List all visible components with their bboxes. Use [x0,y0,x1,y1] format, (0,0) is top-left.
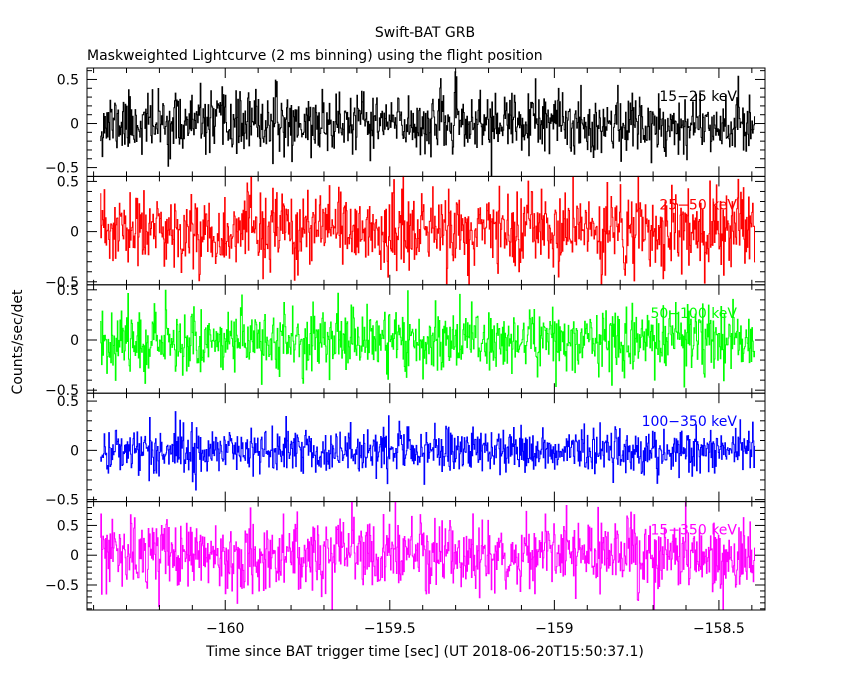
panel-frame-5 [86,501,766,611]
x-tick-label: −159.5 [364,621,416,637]
y-tick-label: 0.5 [57,72,79,88]
x-tick-label: −158.5 [693,621,745,637]
y-tick-label: 0.5 [57,174,79,190]
y-tick-label: 0 [70,333,79,349]
y-tick-label: −0.5 [45,275,79,291]
series-label-5: 15−350 keV [650,523,737,539]
series-line-3 [100,289,756,388]
series-label-1: 15−25 keV [659,89,737,105]
y-tick-label: −0.5 [45,383,79,399]
y-tick-label: 0.5 [57,283,79,299]
x-axis-label: Time since BAT trigger time [sec] (UT 20… [205,644,644,660]
series-label-2: 25−50 keV [659,197,737,213]
y-tick-label: 0 [70,225,79,241]
y-tick-label: 0.5 [57,518,79,534]
y-tick-label: −0.5 [45,493,79,509]
y-tick-label: 0 [70,443,79,459]
series-label-4: 100−350 keV [642,414,738,430]
series-label-3: 50−100 keV [650,306,737,322]
panels-group: −0.5 0 0.5 15−25 keV −0.5 0 0.5 25−50 keV −0.5 0 0… [45,67,766,637]
series-line-4 [100,411,756,491]
y-axis-label: Counts/sec/det [10,289,26,394]
chart-title: Swift-BAT GRB [375,25,475,41]
series-line-1 [100,71,756,176]
y-tick-label: −0.5 [45,161,79,177]
y-tick-label: 0 [70,548,79,564]
y-tick-label: −0.5 [45,578,79,594]
series-line-5 [100,501,756,611]
series-line-2 [100,175,756,286]
y-tick-label: 0 [70,117,79,133]
y-tick-label: 0.5 [57,394,79,410]
x-tick-label: −159 [535,621,573,637]
x-tick-label: −160 [206,621,244,637]
chart-subtitle: Maskweighted Lightcurve (2 ms binning) u… [87,48,543,64]
